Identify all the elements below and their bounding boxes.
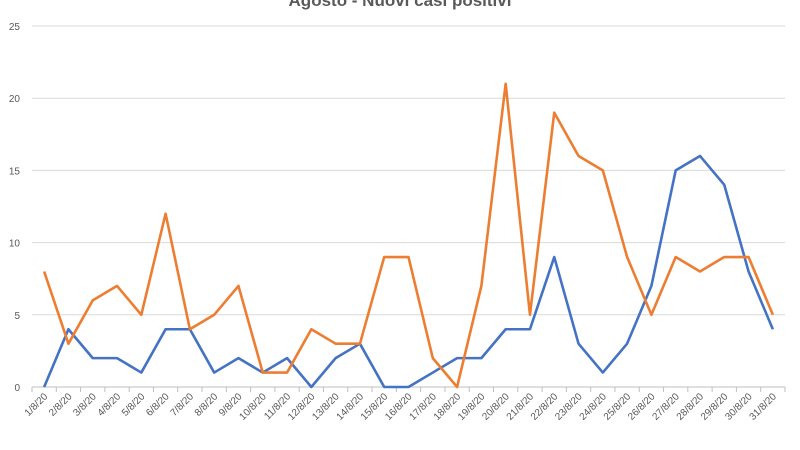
y-tick-label: 15 — [9, 166, 21, 177]
y-tick-label: 20 — [9, 94, 21, 105]
x-tick-label: 10/8/20 — [238, 391, 270, 423]
chart-title: Agosto - Nuovi casi positivi — [289, 0, 512, 10]
gridlines — [32, 25, 785, 388]
series-lines — [42, 82, 775, 389]
x-tick-label: 8/8/20 — [193, 391, 221, 419]
x-tick-label: 2/8/20 — [47, 391, 75, 419]
x-tick-label: 4/8/20 — [96, 391, 124, 419]
y-tick-label: 5 — [14, 311, 20, 322]
y-axis: 0 5 10 15 20 25 — [9, 22, 21, 394]
x-tick-label: 5/8/20 — [120, 391, 148, 419]
y-tick-label: 10 — [9, 239, 21, 250]
y-tick-label: 25 — [9, 22, 21, 33]
series-line-2 — [42, 82, 775, 389]
series-line-1 — [42, 154, 775, 389]
x-tick-label: 3/8/20 — [71, 391, 99, 419]
x-tick-label: 1/8/20 — [23, 391, 51, 419]
x-tick-label: 7/8/20 — [169, 391, 197, 419]
x-axis: 1/8/202/8/203/8/204/8/205/8/206/8/207/8/… — [23, 387, 786, 423]
x-tick-label: 31/8/20 — [748, 391, 780, 423]
y-tick-label: 0 — [14, 383, 20, 394]
x-tick-label: 6/8/20 — [144, 391, 172, 419]
